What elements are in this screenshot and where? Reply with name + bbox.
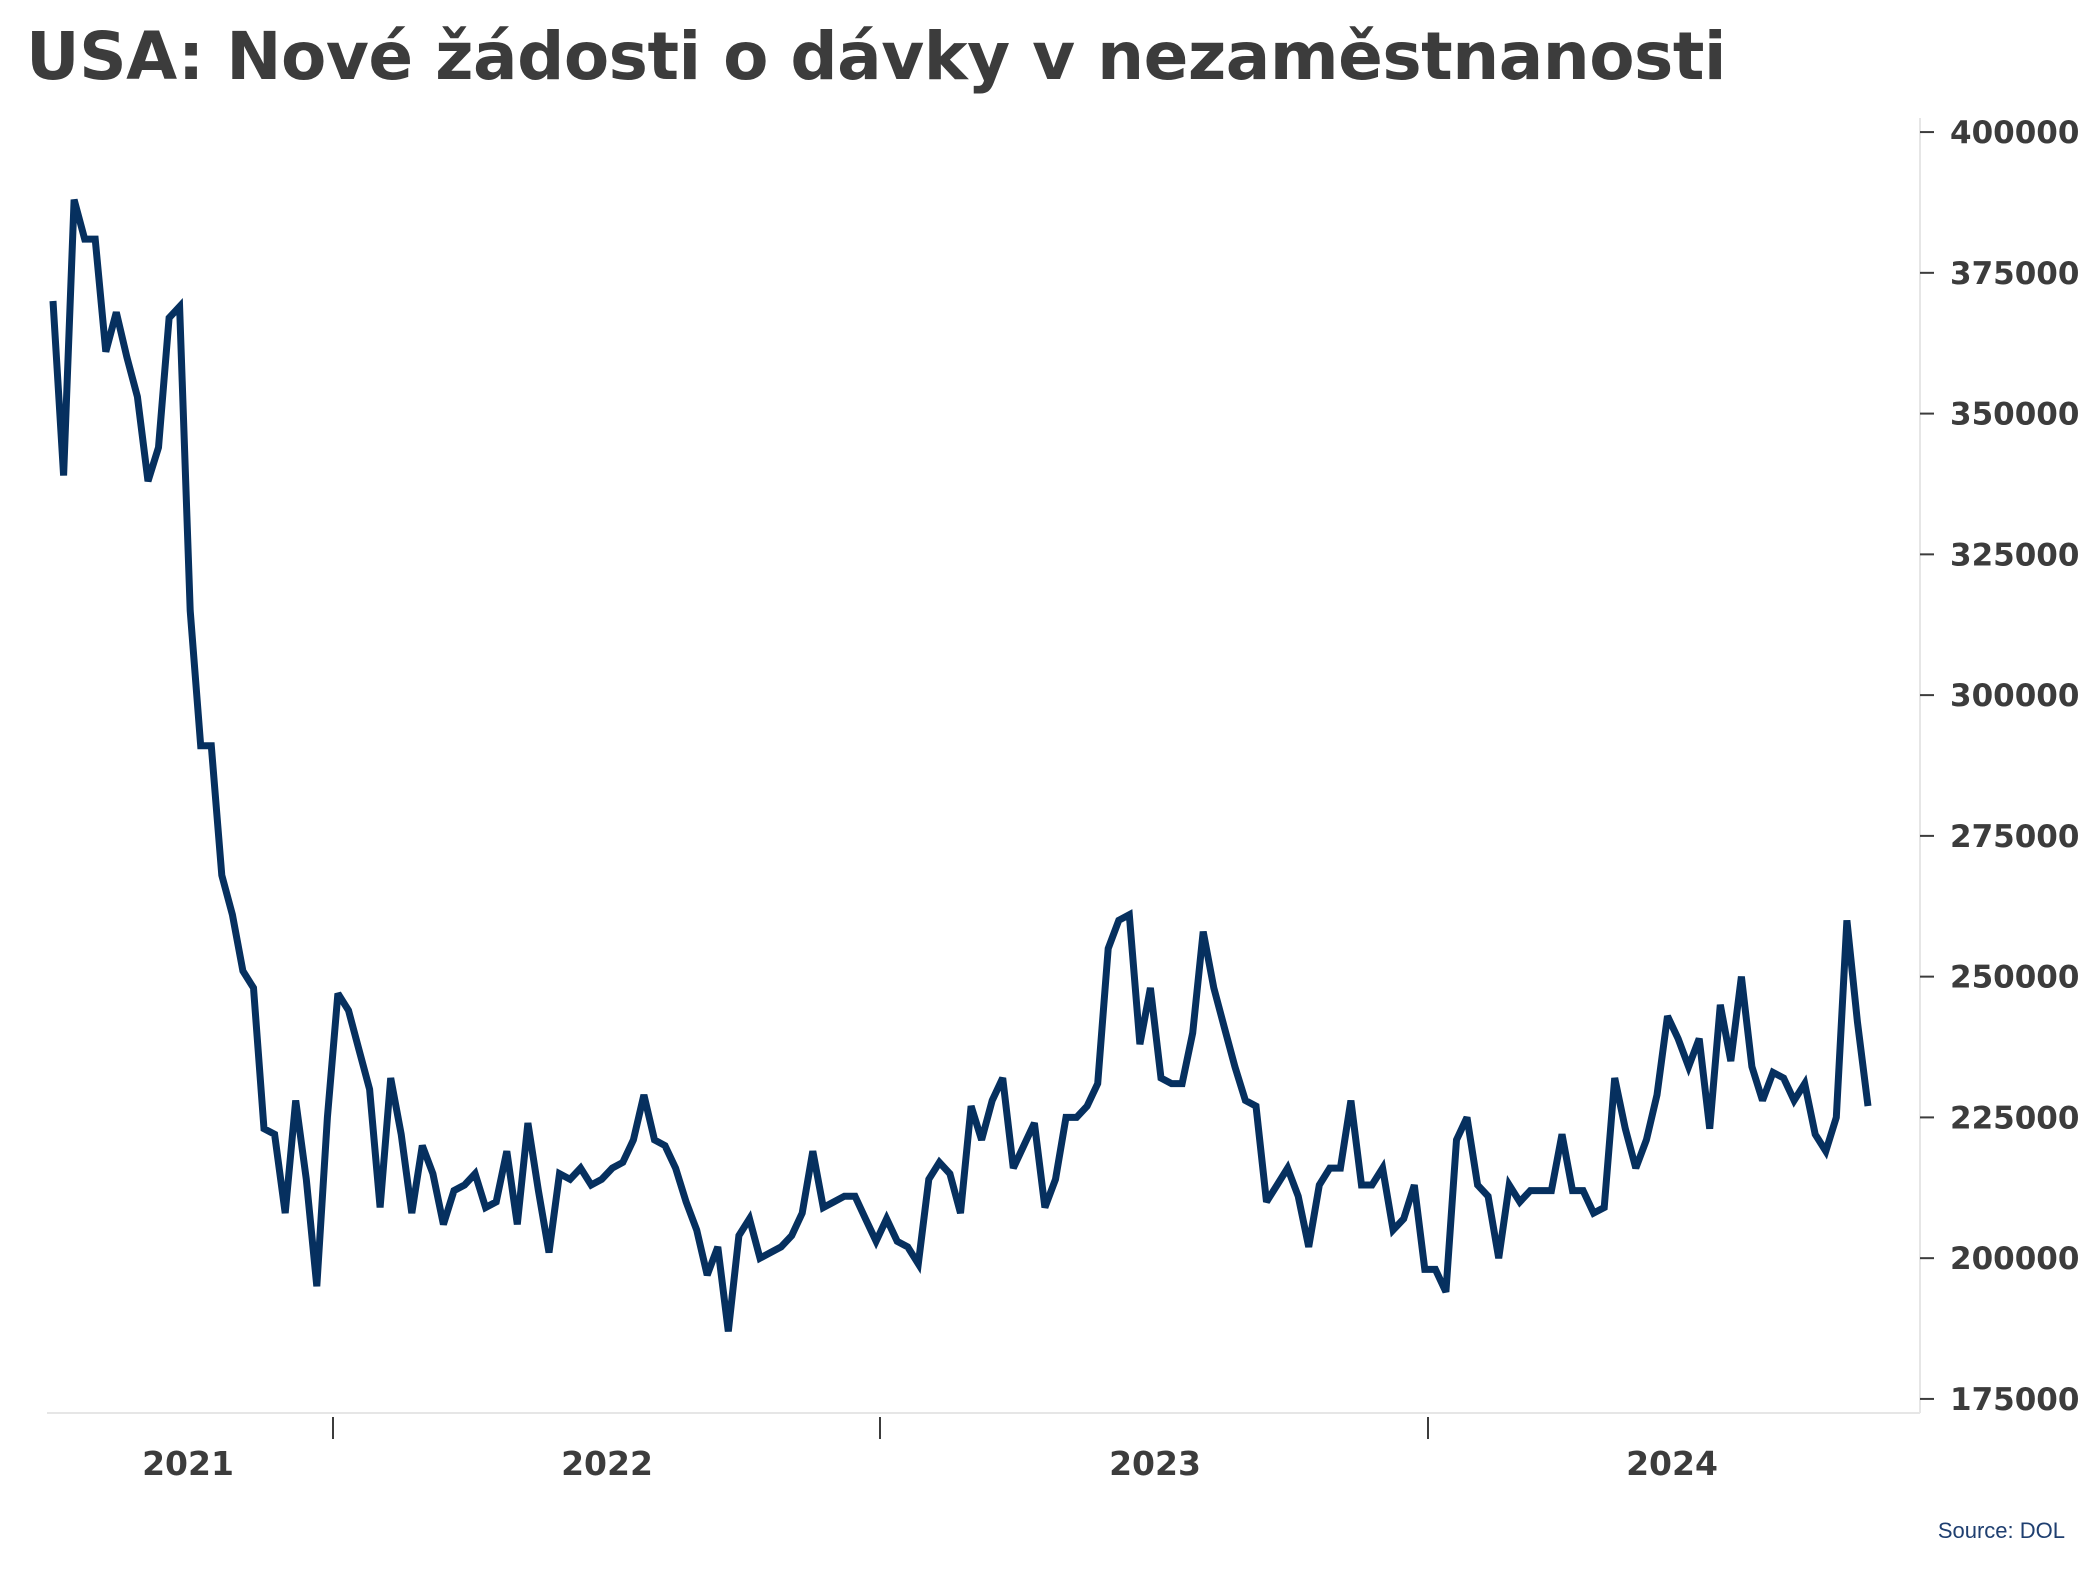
- y-tick-label: 175000: [1950, 1382, 2079, 1418]
- y-axis: 175000 200000 225000 250000 275000 300000 3250…: [1920, 115, 2079, 1418]
- series-line: [49, 198, 1872, 1332]
- x-axis: 2021 2022 2023 2024: [142, 1417, 1718, 1483]
- y-tick-label: 375000: [1950, 256, 2079, 292]
- axes: [47, 118, 1921, 1414]
- x-tick-label: 2021: [142, 1444, 234, 1483]
- x-tick-label: 2023: [1109, 1444, 1201, 1483]
- x-tick-label: 2024: [1626, 1444, 1718, 1483]
- x-tick-label: 2022: [561, 1444, 653, 1483]
- series-group: [49, 198, 1872, 1332]
- y-tick-label: 300000: [1950, 678, 2079, 714]
- y-tick-label: 400000: [1950, 115, 2079, 151]
- y-tick-label: 225000: [1950, 1100, 2079, 1136]
- chart-title: USA: Nové žádosti o dávky v nezaměstnano…: [26, 18, 1727, 95]
- y-tick-label: 275000: [1950, 819, 2079, 855]
- y-tick-label: 350000: [1950, 397, 2079, 433]
- y-tick-label: 325000: [1950, 537, 2079, 573]
- source-note: Source: DOL: [1937, 1518, 2065, 1543]
- y-tick-label: 200000: [1950, 1241, 2079, 1277]
- y-tick-label: 250000: [1950, 960, 2079, 996]
